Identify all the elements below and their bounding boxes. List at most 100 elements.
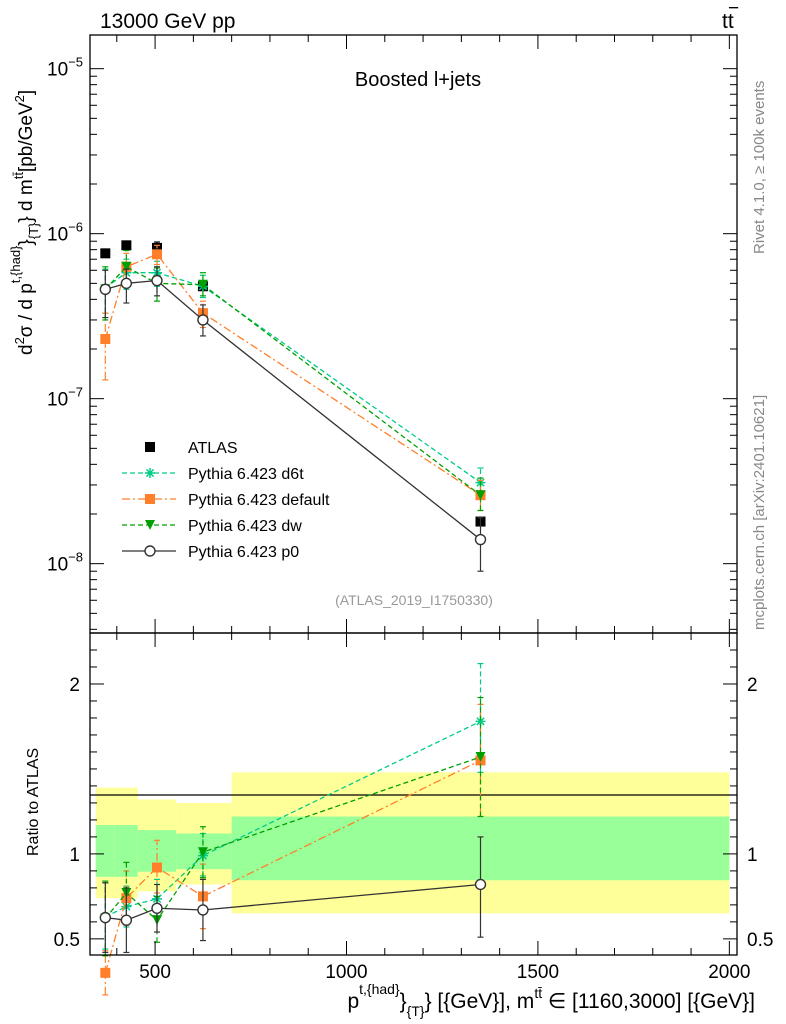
ratio-series-layer bbox=[99, 662, 487, 996]
series-line bbox=[104, 272, 481, 484]
series-line bbox=[104, 253, 481, 496]
x-tick-label: 1500 bbox=[517, 962, 559, 983]
ylabel-part-b: σ / d p bbox=[16, 283, 37, 337]
ratio-y-tick-label-right: 1 bbox=[747, 845, 758, 866]
header-process-label: tt bbox=[722, 10, 734, 33]
data-point bbox=[474, 878, 487, 891]
data-point bbox=[100, 333, 111, 344]
y-tick-label: 10−6 bbox=[47, 220, 83, 246]
y-tick-label-exponent: −7 bbox=[68, 385, 83, 400]
series-pythia-6-423-d6t bbox=[100, 258, 486, 499]
ratio-y-tick-label-left: 0.5 bbox=[54, 930, 80, 951]
ratio-band-stat bbox=[95, 825, 115, 877]
data-point bbox=[475, 716, 486, 727]
xlabel-sup-a: t,{had} bbox=[359, 981, 400, 997]
ylabel-sup-a: 2 bbox=[12, 337, 27, 344]
ratio-band-stat bbox=[114, 825, 138, 877]
series-pythia-6-423-p0 bbox=[99, 836, 487, 954]
data-point bbox=[99, 283, 112, 296]
ratio-y-tick-label-right: 2 bbox=[747, 675, 758, 696]
series-line bbox=[105, 720, 481, 918]
ylabel-part-a: d bbox=[16, 344, 37, 355]
data-point bbox=[474, 533, 487, 546]
legend-marker bbox=[144, 545, 156, 557]
xlabel-sub-b: {T} bbox=[407, 1003, 425, 1019]
ylabel-sup-b: t,{had} bbox=[8, 245, 23, 283]
analysis-tag: (ATLAS_2019_I1750330) bbox=[335, 592, 493, 608]
data-point bbox=[99, 911, 112, 924]
legend-entry: Pythia 6.423 d6t bbox=[122, 466, 304, 483]
y-tick-label: 10−5 bbox=[47, 55, 83, 81]
x-axis-title: pt,{had}}{T}} [{GeV}], mtt̄ ∈ [1160,3000… bbox=[347, 981, 755, 1019]
data-point bbox=[197, 279, 208, 290]
data-point bbox=[100, 248, 111, 259]
legend-entry: Pythia 6.423 default bbox=[122, 492, 330, 509]
ratio-uncertainty-bands bbox=[95, 772, 730, 914]
header-energy-label: 13000 GeV pp bbox=[100, 10, 235, 33]
legend-label: Pythia 6.423 dw bbox=[188, 518, 302, 535]
x-tick-label: 1000 bbox=[325, 962, 367, 983]
chart-title: Boosted l+jets bbox=[355, 69, 481, 91]
main-y-axis-title: d2σ / d pt,{had}}{T}} d mtt̄[pb/GeV2] bbox=[8, 90, 41, 355]
series-line bbox=[104, 265, 481, 496]
main-panel: 10−510−610−710−8 Boosted l+jets (ATLAS_2… bbox=[8, 34, 738, 634]
header-process-bar: − bbox=[728, 0, 739, 19]
rivet-version-label: Rivet 4.1.0, ≥ 100k events bbox=[751, 81, 768, 254]
y-tick-label-base: 10 bbox=[47, 390, 68, 411]
legend-label: Pythia 6.423 d6t bbox=[188, 466, 304, 483]
y-tick-label-base: 10 bbox=[47, 225, 68, 246]
legend-label: Pythia 6.423 default bbox=[188, 492, 330, 509]
mcplots-label: mcplots.cern.ch [arXiv:2401.10621] bbox=[751, 395, 768, 630]
main-series-layer bbox=[99, 240, 487, 572]
xlabel-part-b: } bbox=[400, 990, 407, 1013]
ratio-y-ticks: 0.5 0.5 1 1 2 2 bbox=[54, 649, 773, 951]
ylabel-sup-d: tt̄ bbox=[11, 172, 26, 180]
data-point bbox=[197, 314, 209, 326]
data-point bbox=[197, 904, 209, 916]
xlabel-part-a: p bbox=[347, 990, 359, 1013]
legend-marker bbox=[145, 468, 155, 478]
y-tick-label-exponent: −5 bbox=[68, 55, 83, 70]
x-tick-label: 2000 bbox=[708, 962, 750, 983]
ratio-y-tick-label-left: 1 bbox=[69, 845, 80, 866]
data-point bbox=[151, 274, 163, 287]
ratio-panel: 0.5 0.5 1 1 2 2 500 1000 1500 2000 Ratio to ATLA… bbox=[25, 632, 773, 1019]
xlabel-part-d: ∈ [1160,3000] [{GeV}] bbox=[542, 990, 755, 1013]
legend-entry: Pythia 6.423 dw bbox=[122, 518, 302, 535]
data-point bbox=[475, 490, 486, 501]
xlabel-sup-c: tt̄ bbox=[534, 985, 542, 1001]
ylabel-sup-e: 2 bbox=[12, 95, 27, 102]
data-point bbox=[121, 261, 132, 272]
y-tick-label: 10−7 bbox=[47, 385, 83, 411]
ratio-y-tick-label-left: 2 bbox=[69, 675, 80, 696]
legend-label: ATLAS bbox=[188, 440, 238, 457]
legend-label: Pythia 6.423 p0 bbox=[188, 544, 299, 561]
data-point bbox=[151, 862, 162, 873]
data-point bbox=[120, 277, 133, 290]
ylabel-part-f: ] bbox=[16, 90, 37, 95]
data-point bbox=[121, 240, 132, 251]
series-line bbox=[104, 759, 481, 974]
data-point bbox=[475, 752, 486, 763]
legend: ATLAS Pythia 6.423 d6t Pythia 6.423 defaul… bbox=[122, 440, 330, 561]
data-point bbox=[151, 902, 163, 914]
ratio-panel-frame bbox=[89, 632, 738, 956]
xlabel-part-c: } [{GeV}], m bbox=[425, 990, 535, 1013]
ylabel-sub-c: {T} bbox=[26, 222, 41, 239]
data-point bbox=[151, 249, 162, 260]
legend-entry: Pythia 6.423 p0 bbox=[122, 544, 299, 561]
y-tick-label: 10−8 bbox=[47, 550, 83, 576]
ylabel-part-d: } d m bbox=[16, 179, 37, 222]
ratio-y-tick-label-right: 0.5 bbox=[747, 930, 773, 951]
legend-marker bbox=[145, 520, 155, 530]
ylabel-part-e: [pb/GeV bbox=[16, 102, 37, 172]
ratio-y-axis-title: Ratio to ATLAS bbox=[25, 748, 42, 856]
y-tick-label-exponent: −6 bbox=[68, 220, 83, 235]
y-tick-label-base: 10 bbox=[47, 555, 68, 576]
series-pythia-6-423-p0 bbox=[99, 266, 487, 572]
x-tick-label: 500 bbox=[139, 962, 171, 983]
legend-marker bbox=[145, 442, 155, 452]
legend-entry: ATLAS bbox=[145, 440, 238, 457]
data-point bbox=[120, 914, 133, 926]
